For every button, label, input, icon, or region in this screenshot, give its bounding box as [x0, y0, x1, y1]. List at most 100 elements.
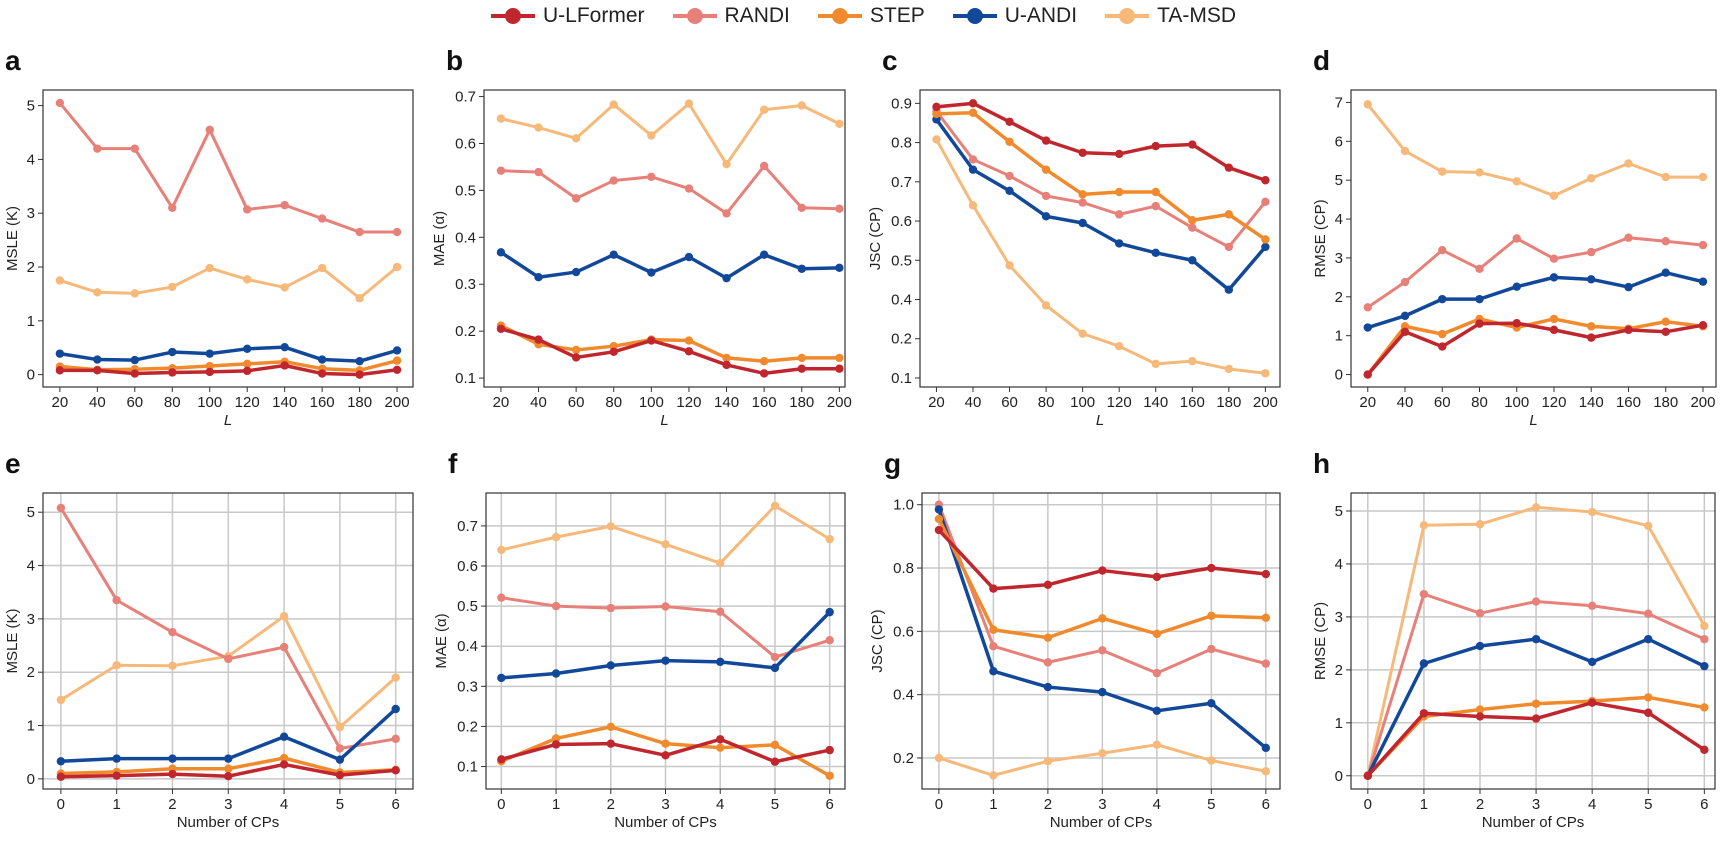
data-point-step: [1078, 190, 1087, 199]
data-point-u-lformer: [571, 353, 581, 362]
legend-item-ta-msd: TA-MSD: [1103, 4, 1236, 28]
legend-marker-icon: [817, 8, 862, 24]
x-tick-label: 100: [1504, 394, 1529, 411]
series-step: [497, 722, 834, 780]
data-point-u-andi: [797, 264, 806, 273]
data-point-u-lformer: [496, 324, 506, 334]
x-tick-label: 120: [1107, 394, 1132, 411]
y-tick-label: 5: [27, 98, 35, 115]
x-tick-label: 20: [493, 394, 510, 411]
data-point-u-lformer: [1151, 141, 1160, 151]
x-tick-label: 40: [1397, 394, 1414, 411]
data-point-u-lformer: [168, 368, 177, 377]
x-axis-label: Number of CPs: [1482, 814, 1585, 831]
data-point-u-andi: [1151, 248, 1160, 258]
data-point-ta-msd: [1043, 756, 1053, 766]
y-tick-label: 0.5: [455, 182, 476, 199]
data-point-ta-msd: [93, 288, 102, 297]
data-point-ta-msd: [205, 263, 214, 273]
data-point-ta-msd: [1475, 520, 1485, 529]
data-point-ta-msd: [647, 131, 656, 140]
y-tick-label: 0.7: [891, 174, 912, 191]
series-line-u-andi: [935, 118, 1267, 292]
data-point-u-lformer: [1475, 712, 1485, 721]
data-point-u-lformer: [1224, 163, 1234, 172]
data-point-step: [1661, 317, 1670, 326]
x-axis-label: L: [224, 412, 232, 429]
series-u-andi: [1363, 268, 1708, 332]
data-point-u-lformer: [609, 347, 618, 357]
data-point-u-andi: [1400, 311, 1410, 321]
x-tick-label: 160: [1180, 394, 1205, 411]
data-point-u-lformer: [224, 772, 233, 781]
data-point-u-lformer: [1188, 140, 1197, 149]
data-point-randi: [224, 654, 233, 664]
data-point-step: [1005, 137, 1014, 146]
data-point-u-andi: [55, 349, 65, 358]
x-axis-label: Number of CPs: [614, 814, 717, 831]
legend-label: RANDI: [724, 4, 790, 27]
data-point-step: [224, 764, 233, 773]
x-tick-label: 4: [1588, 796, 1596, 813]
panel-g: g 0 1 2 3 4 5 6 0.2 0.4 0.6 0.8 1.0 Number of CPs JSC …: [869, 448, 1281, 831]
data-point-u-andi: [1700, 661, 1709, 671]
data-point-step: [1224, 210, 1234, 219]
data-point-ta-msd: [1207, 756, 1216, 765]
series-ta-msd: [496, 99, 844, 169]
data-point-u-andi: [1152, 706, 1162, 716]
panel-letter: e: [5, 448, 21, 479]
data-point-u-lformer: [770, 757, 780, 766]
data-point-u-andi: [534, 273, 543, 282]
data-point-step: [1261, 235, 1270, 244]
y-tick-label: 0.4: [893, 687, 914, 704]
data-point-step: [934, 514, 944, 524]
data-point-u-andi: [1261, 242, 1270, 252]
y-tick-label: 0: [27, 771, 35, 788]
data-point-u-andi: [1624, 282, 1633, 292]
data-point-step: [684, 336, 694, 345]
data-point-u-lformer: [606, 739, 615, 748]
data-point-u-andi: [1114, 239, 1124, 248]
y-tick-label: 0.8: [891, 135, 912, 152]
series-line-step: [500, 323, 840, 363]
data-point-ta-msd: [1400, 146, 1410, 156]
series-randi: [56, 503, 400, 753]
x-tick-label: 20: [928, 394, 945, 411]
data-point-randi: [1475, 609, 1485, 618]
data-point-randi: [722, 209, 731, 218]
data-point-ta-msd: [551, 532, 561, 542]
data-point-ta-msd: [1512, 177, 1521, 186]
data-point-ta-msd: [571, 134, 581, 143]
data-point-randi: [1624, 233, 1633, 242]
data-point-randi: [280, 200, 289, 210]
series-u-lformer: [496, 324, 844, 378]
panel-f: f 0 1 2 3 4 5 6 0.1 0.2 0.3 0.4 0.5 0.6 0.7 Number of C…: [433, 448, 846, 831]
y-tick-label: 2: [27, 259, 35, 276]
data-point-u-andi: [1438, 294, 1447, 304]
y-tick-label: 0.3: [457, 678, 478, 695]
data-point-step: [551, 734, 561, 743]
data-point-step: [716, 743, 725, 752]
data-point-ta-msd: [1587, 174, 1596, 183]
data-point-randi: [93, 144, 102, 153]
data-point-u-lformer: [1419, 709, 1429, 718]
data-point-u-andi: [355, 356, 364, 366]
legend: U-LFormer RANDI STEP U-ANDI TA-MSD: [0, 0, 1725, 32]
data-point-ta-msd: [661, 540, 670, 549]
data-point-u-lformer: [1363, 771, 1373, 780]
x-tick-label: 40: [530, 394, 547, 411]
data-point-u-andi: [722, 273, 731, 283]
series-ta-msd: [497, 501, 834, 568]
y-tick-label: 5: [1335, 503, 1343, 520]
data-point-randi: [661, 602, 670, 611]
data-point-u-andi: [770, 663, 780, 673]
data-point-u-lformer: [280, 361, 289, 370]
data-point-u-andi: [684, 252, 694, 262]
data-point-randi: [1661, 237, 1670, 246]
y-tick-label: 0.1: [455, 370, 476, 387]
data-point-ta-msd: [1624, 159, 1633, 168]
x-tick-label: 160: [310, 394, 335, 411]
data-point-u-lformer: [168, 769, 177, 779]
x-tick-label: 100: [639, 394, 664, 411]
data-point-u-lformer: [1549, 325, 1559, 335]
